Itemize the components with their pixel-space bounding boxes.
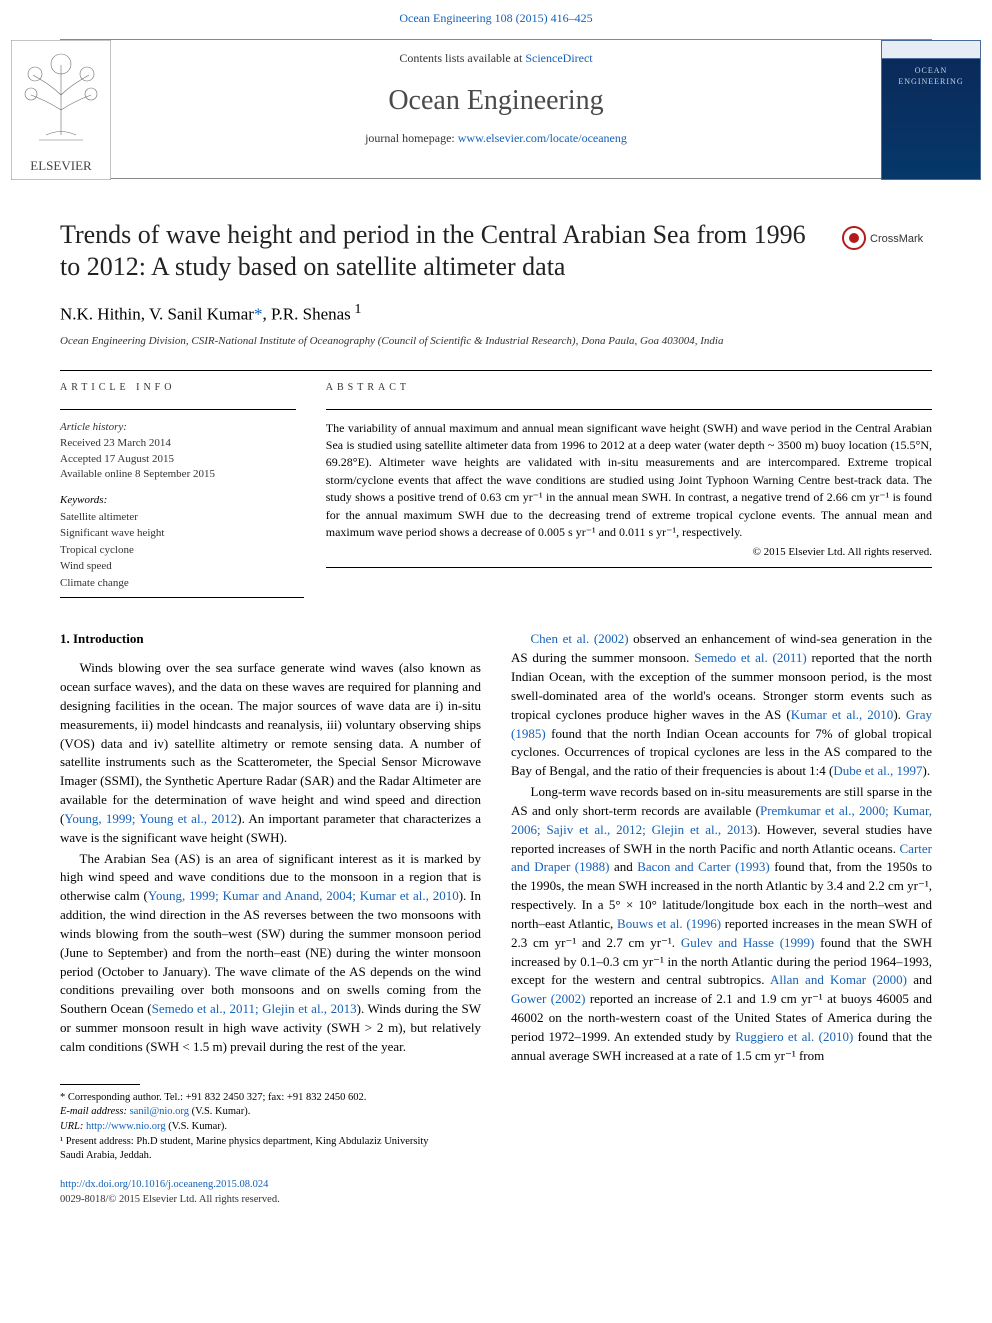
homepage-line: journal homepage: www.elsevier.com/locat… xyxy=(61,130,931,157)
author-email-link[interactable]: sanil@nio.org xyxy=(130,1106,189,1117)
article-body: 1. Introduction Winds blowing over the s… xyxy=(0,608,992,1065)
journal-cover-thumb: OCEAN ENGINEERING xyxy=(881,40,981,180)
journal-header: ELSEVIER Contents lists available at Sci… xyxy=(60,39,932,179)
author-list: N.K. Hithin, V. Sanil Kumar*, P.R. Shena… xyxy=(60,284,932,334)
paragraph: Winds blowing over the sea surface gener… xyxy=(60,659,481,847)
footnote-rule xyxy=(60,1084,140,1085)
url-line: URL: http://www.nio.org (V.S. Kumar). xyxy=(60,1120,436,1135)
cover-title: OCEAN ENGINEERING xyxy=(882,59,980,87)
issn-copyright: 0029-8018/© 2015 Elsevier Ltd. All right… xyxy=(60,1194,280,1205)
keyword: Tropical cyclone xyxy=(60,542,296,559)
paragraph: Chen et al. (2002) observed an enhanceme… xyxy=(511,630,932,781)
contents-line: Contents lists available at ScienceDirec… xyxy=(61,40,931,67)
keyword: Significant wave height xyxy=(60,525,296,542)
author-2: V. Sanil Kumar xyxy=(149,304,254,323)
article-info-label: article info xyxy=(60,381,296,403)
journal-homepage-link[interactable]: www.elsevier.com/locate/oceaneng xyxy=(458,131,627,145)
divider xyxy=(326,409,932,410)
date-received: Received 23 March 2014 xyxy=(60,436,296,452)
keywords-header: Keywords: xyxy=(60,483,296,508)
svg-text:CrossMark: CrossMark xyxy=(870,233,924,245)
author-present-address: ¹ Present address: Ph.D student, Marine … xyxy=(60,1135,436,1164)
abstract-text: The variability of annual maximum and an… xyxy=(326,420,932,542)
citation-link[interactable]: Young, 1999; Kumar and Anand, 2004; Kuma… xyxy=(148,888,459,903)
citation-link[interactable]: Ruggiero et al. (2010) xyxy=(735,1029,853,1044)
doi-link[interactable]: http://dx.doi.org/10.1016/j.oceaneng.201… xyxy=(60,1179,268,1190)
divider xyxy=(326,567,932,568)
citation-link[interactable]: Dube et al., 1997 xyxy=(833,763,922,778)
email-line: E-mail address: sanil@nio.org (V.S. Kuma… xyxy=(60,1105,436,1120)
citation-link[interactable]: Semedo et al., 2011; Glejin et al., 2013 xyxy=(152,1001,357,1016)
keyword: Satellite altimeter xyxy=(60,509,296,526)
article-title: Trends of wave height and period in the … xyxy=(60,219,932,284)
citation-link[interactable]: Kumar et al., 2010 xyxy=(791,707,894,722)
author-1: N.K. Hithin, xyxy=(60,304,149,323)
top-citation: Ocean Engineering 108 (2015) 416–425 xyxy=(0,0,992,33)
abstract-label: abstract xyxy=(326,381,932,403)
citation-link[interactable]: Allan and Komar (2000) xyxy=(770,972,907,987)
date-online: Available online 8 September 2015 xyxy=(60,467,296,483)
divider xyxy=(60,409,296,410)
divider xyxy=(60,597,304,598)
abstract-copyright: © 2015 Elsevier Ltd. All rights reserved… xyxy=(326,541,932,560)
author-url-link[interactable]: http://www.nio.org xyxy=(86,1121,166,1132)
date-accepted: Accepted 17 August 2015 xyxy=(60,452,296,468)
keyword: Climate change xyxy=(60,575,296,592)
history-header: Article history: xyxy=(60,420,296,436)
paragraph: The Arabian Sea (AS) is an area of signi… xyxy=(60,850,481,1057)
citation-link[interactable]: Young, 1999; Young et al., 2012 xyxy=(64,811,237,826)
section-heading: 1. Introduction xyxy=(60,630,481,659)
affiliation: Ocean Engineering Division, CSIR-Nationa… xyxy=(60,334,932,363)
paragraph: Long-term wave records based on in-situ … xyxy=(511,783,932,1066)
elsevier-wordmark: ELSEVIER xyxy=(30,158,92,173)
citation-link[interactable]: Bouws et al. (1996) xyxy=(617,916,721,931)
citation-link[interactable]: Semedo et al. (2011) xyxy=(694,650,806,665)
citation-link[interactable]: Chen et al. (2002) xyxy=(531,631,629,646)
article-history: Article history: Received 23 March 2014 … xyxy=(60,420,296,484)
sciencedirect-link[interactable]: ScienceDirect xyxy=(525,51,592,65)
crossmark-badge[interactable]: CrossMark xyxy=(842,223,932,258)
journal-name: Ocean Engineering xyxy=(61,67,931,130)
citation-link[interactable]: Gower (2002) xyxy=(511,991,585,1006)
footnotes: * Corresponding author. Tel.: +91 832 24… xyxy=(0,1066,496,1164)
top-citation-link[interactable]: Ocean Engineering 108 (2015) 416–425 xyxy=(399,11,592,25)
elsevier-tree-logo: ELSEVIER xyxy=(11,40,111,180)
keywords-list: Satellite altimeter Significant wave hei… xyxy=(60,509,296,592)
page-footer: http://dx.doi.org/10.1016/j.oceaneng.201… xyxy=(0,1164,992,1225)
citation-link[interactable]: Bacon and Carter (1993) xyxy=(637,859,770,874)
keyword: Wind speed xyxy=(60,558,296,575)
author-3-note: 1 xyxy=(351,301,362,317)
citation-link[interactable]: Gulev and Hasse (1999) xyxy=(681,935,815,950)
author-3: P.R. Shenas xyxy=(271,304,351,323)
divider xyxy=(60,370,932,371)
corresponding-author-note: * Corresponding author. Tel.: +91 832 24… xyxy=(60,1091,436,1106)
